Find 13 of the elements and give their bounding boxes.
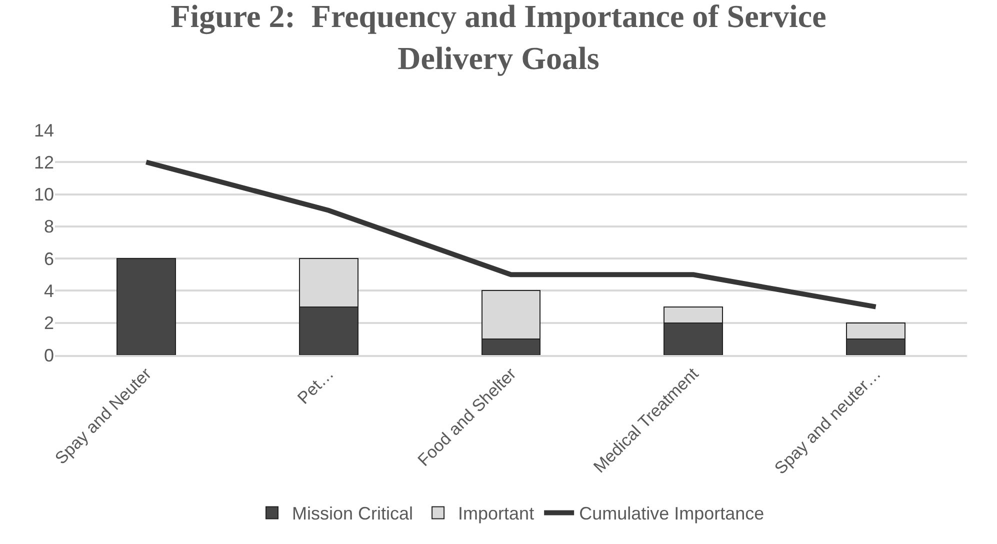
bar [116, 258, 176, 355]
y-tick-label: 2 [44, 313, 54, 334]
y-tick-label: 6 [44, 248, 54, 269]
y-tick-label: 8 [44, 216, 54, 237]
y-tick-label: 4 [44, 281, 54, 302]
legend-label: Mission Critical [292, 504, 414, 524]
y-tick-label: 12 [34, 152, 54, 172]
legend-label: Cumulative Importance [579, 504, 764, 524]
y-tick-label: 0 [44, 345, 54, 366]
chart-title: Figure 2: Frequency and Importance of Service Delivery Goals [170, 0, 826, 76]
y-tick-label: 14 [34, 120, 54, 140]
y-tick-label: 10 [34, 184, 54, 205]
legend-label: Important [458, 504, 534, 524]
